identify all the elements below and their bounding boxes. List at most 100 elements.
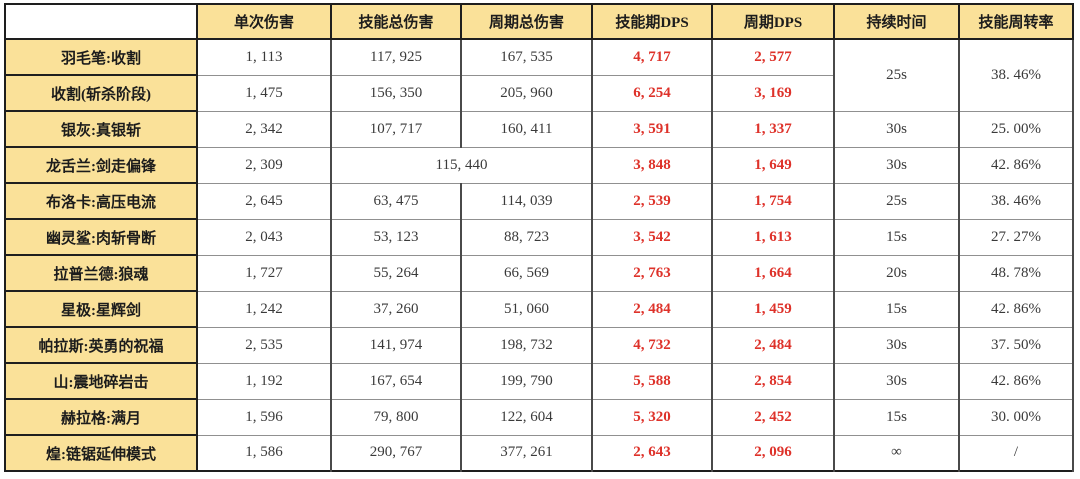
header-row: 单次伤害 技能总伤害 周期总伤害 技能期DPS 周期DPS 持续时间 技能周转率 [4, 3, 1074, 40]
cell-single-damage: 1, 192 [196, 362, 332, 400]
cell-duration: 30s [833, 110, 960, 148]
cell-single-damage: 2, 342 [196, 110, 332, 148]
cell-single-damage: 2, 645 [196, 182, 332, 220]
cell-cycle-dps: 2, 854 [711, 362, 835, 400]
cell-cycle-total-damage: 51, 060 [460, 290, 593, 328]
dps-comparison-table-wrap: 单次伤害 技能总伤害 周期总伤害 技能期DPS 周期DPS 持续时间 技能周转率 羽毛笔:收… [4, 3, 1074, 472]
cell-single-damage: 1, 727 [196, 254, 332, 292]
row-header: 布洛卡:高压电流 [4, 182, 198, 220]
cell-skill-total-damage: 117, 925 [330, 38, 462, 76]
row-header: 拉普兰德:狼魂 [4, 254, 198, 292]
cell-duration: ∞ [833, 434, 960, 472]
cell-skill-turnover-rate: 38. 46% [958, 38, 1074, 112]
cell-cycle-dps: 1, 337 [711, 110, 835, 148]
cell-skill-total-damage: 79, 800 [330, 398, 462, 436]
table-row: 帕拉斯:英勇的祝福 2, 535 141, 974 198, 732 4, 732 2, … [4, 326, 1074, 364]
cell-duration: 15s [833, 290, 960, 328]
cell-skill-turnover-rate: 42. 86% [958, 362, 1074, 400]
cell-skill-total-damage: 156, 350 [330, 74, 462, 112]
cell-cycle-dps: 1, 459 [711, 290, 835, 328]
cell-single-damage: 2, 309 [196, 146, 332, 184]
cell-single-damage: 2, 535 [196, 326, 332, 364]
table-row: 赫拉格:满月 1, 596 79, 800 122, 604 5, 320 2, 452 1… [4, 398, 1074, 436]
cell-cycle-dps: 2, 452 [711, 398, 835, 436]
cell-cycle-total-damage: 88, 723 [460, 218, 593, 256]
cell-cycle-total-damage: 114, 039 [460, 182, 593, 220]
table-row: 幽灵鲨:肉斩骨断 2, 043 53, 123 88, 723 3, 542 1, 613… [4, 218, 1074, 256]
cell-skill-turnover-rate: 38. 46% [958, 182, 1074, 220]
row-header: 银灰:真银斩 [4, 110, 198, 148]
table-row: 银灰:真银斩 2, 342 107, 717 160, 411 3, 591 1, 337… [4, 110, 1074, 148]
corner-cell [4, 3, 198, 40]
cell-duration: 30s [833, 362, 960, 400]
cell-duration: 30s [833, 146, 960, 184]
cell-skill-turnover-rate: 48. 78% [958, 254, 1074, 292]
cell-skill-period-dps: 6, 254 [591, 74, 713, 112]
cell-duration: 25s [833, 38, 960, 112]
table-row: 羽毛笔:收割 1, 113 117, 925 167, 535 4, 717 2, 577… [4, 38, 1074, 112]
cell-skill-period-dps: 2, 484 [591, 290, 713, 328]
cell-cycle-total-damage: 160, 411 [460, 110, 593, 148]
row-header: 幽灵鲨:肉斩骨断 [4, 218, 198, 256]
column-header-5: 周期DPS [711, 3, 835, 40]
cell-cycle-dps: 1, 754 [711, 182, 835, 220]
table-row: 星极:星辉剑 1, 242 37, 260 51, 060 2, 484 1, 459 15… [4, 290, 1074, 328]
row-header: 星极:星辉剑 [4, 290, 198, 328]
cell-skill-period-dps: 5, 588 [591, 362, 713, 400]
cell-single-damage: 2, 043 [196, 218, 332, 256]
cell-cycle-dps: 2, 577 [711, 38, 835, 76]
cell-cycle-dps: 2, 096 [711, 434, 835, 472]
cell-skill-period-dps: 2, 643 [591, 434, 713, 472]
cell-skill-total-damage: 290, 767 [330, 434, 462, 472]
table-row: 布洛卡:高压电流 2, 645 63, 475 114, 039 2, 539 1, 75… [4, 182, 1074, 220]
row-header: 龙舌兰:剑走偏锋 [4, 146, 198, 184]
cell-single-damage: 1, 586 [196, 434, 332, 472]
table-row: 煌:链锯延伸模式 1, 586 290, 767 377, 261 2, 643 2, 0… [4, 434, 1074, 472]
cell-skill-total-damage: 37, 260 [330, 290, 462, 328]
cell-cycle-dps: 3, 169 [711, 74, 835, 112]
cell-cycle-total-damage: 198, 732 [460, 326, 593, 364]
cell-skill-period-dps: 4, 717 [591, 38, 713, 76]
row-header: 帕拉斯:英勇的祝福 [4, 326, 198, 364]
cell-skill-turnover-rate: 25. 00% [958, 110, 1074, 148]
column-header-4: 技能期DPS [591, 3, 713, 40]
cell-cycle-total-damage: 167, 535 [460, 38, 593, 76]
cell-single-damage: 1, 596 [196, 398, 332, 436]
cell-cycle-dps: 1, 613 [711, 218, 835, 256]
table-row: 拉普兰德:狼魂 1, 727 55, 264 66, 569 2, 763 1, 664 2… [4, 254, 1074, 292]
cell-cycle-dps: 1, 664 [711, 254, 835, 292]
cell-single-damage: 1, 242 [196, 290, 332, 328]
cell-cycle-dps: 1, 649 [711, 146, 835, 184]
cell-skill-total-damage: 115, 440 [330, 146, 593, 184]
column-header-1: 单次伤害 [196, 3, 332, 40]
column-header-7: 技能周转率 [958, 3, 1074, 40]
table-row: 龙舌兰:剑走偏锋 2, 309 115, 440 3, 848 1, 649 30s 42.… [4, 146, 1074, 184]
cell-skill-turnover-rate: / [958, 434, 1074, 472]
cell-skill-turnover-rate: 42. 86% [958, 146, 1074, 184]
cell-duration: 15s [833, 218, 960, 256]
cell-skill-total-damage: 55, 264 [330, 254, 462, 292]
cell-cycle-total-damage: 66, 569 [460, 254, 593, 292]
cell-skill-period-dps: 2, 763 [591, 254, 713, 292]
cell-skill-period-dps: 3, 848 [591, 146, 713, 184]
row-header: 山:震地碎岩击 [4, 362, 198, 400]
column-header-3: 周期总伤害 [460, 3, 593, 40]
cell-cycle-total-damage: 205, 960 [460, 74, 593, 112]
cell-skill-total-damage: 53, 123 [330, 218, 462, 256]
cell-skill-turnover-rate: 37. 50% [958, 326, 1074, 364]
cell-skill-total-damage: 63, 475 [330, 182, 462, 220]
cell-skill-total-damage: 107, 717 [330, 110, 462, 148]
cell-single-damage: 1, 475 [196, 74, 332, 112]
row-header: 赫拉格:满月 [4, 398, 198, 436]
cell-skill-turnover-rate: 42. 86% [958, 290, 1074, 328]
cell-duration: 25s [833, 182, 960, 220]
cell-duration: 15s [833, 398, 960, 436]
cell-skill-total-damage: 141, 974 [330, 326, 462, 364]
table-row: 收割(斩杀阶段) 1, 475 156, 350 205, 960 6, 254 3, 1… [4, 74, 1073, 112]
table-body: 羽毛笔:收割 1, 113 117, 925 167, 535 4, 717 2, 577… [4, 38, 1074, 472]
column-header-2: 技能总伤害 [330, 3, 462, 40]
cell-skill-turnover-rate: 30. 00% [958, 398, 1074, 436]
cell-cycle-total-damage: 122, 604 [460, 398, 593, 436]
row-header: 煌:链锯延伸模式 [4, 434, 198, 472]
cell-skill-period-dps: 3, 542 [591, 218, 713, 256]
